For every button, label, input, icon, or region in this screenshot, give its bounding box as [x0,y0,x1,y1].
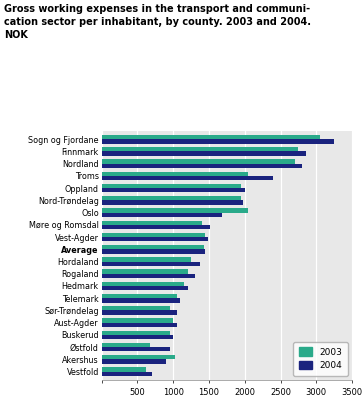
Bar [102,196,241,200]
Bar [102,135,320,139]
Bar [102,249,205,253]
Bar [102,331,170,335]
Bar [102,294,177,298]
Bar [102,323,177,327]
Bar [102,347,170,351]
Bar [102,213,222,217]
Bar [102,306,170,310]
Bar [102,147,298,151]
Bar [102,225,211,229]
Bar [102,343,150,347]
Bar [102,282,184,286]
Bar [102,176,273,180]
Bar [102,188,245,192]
Bar [102,160,295,164]
Bar [102,171,248,176]
Bar [102,286,188,290]
Bar [102,298,180,303]
Bar [102,139,334,143]
Bar [102,310,177,315]
Bar [102,257,191,261]
Bar [102,208,248,213]
Bar [102,335,173,339]
Bar [102,371,152,376]
Bar [102,184,241,188]
Legend: 2003, 2004: 2003, 2004 [293,342,348,376]
Bar [102,245,204,249]
Bar [102,164,302,168]
Bar [102,367,146,371]
Bar [102,318,173,323]
Text: Gross working expenses in the transport and communi-
cation sector per inhabitan: Gross working expenses in the transport … [4,4,311,40]
Bar [102,261,200,266]
Bar [102,270,188,274]
Bar [102,221,202,225]
Bar [102,200,243,205]
Bar [102,151,306,156]
Bar [102,274,195,278]
Bar [102,355,175,360]
Bar [102,360,166,364]
Bar [102,233,205,237]
Bar [102,237,208,241]
